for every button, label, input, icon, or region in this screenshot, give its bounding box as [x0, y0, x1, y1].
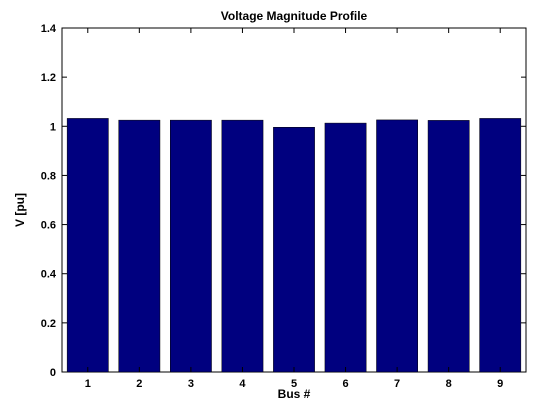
x-tick-label: 5	[291, 378, 297, 390]
x-tick-label: 1	[85, 378, 91, 390]
x-axis-ticks: 1 2 3 4 5 6 7 8 9	[85, 28, 503, 390]
x-tick-label: 2	[136, 378, 142, 390]
y-tick-label: 0.8	[41, 170, 56, 182]
x-tick-label: 3	[188, 378, 194, 390]
bar-bus-6	[324, 122, 367, 373]
y-tick-label: 0.2	[41, 318, 56, 330]
x-tick-label: 6	[342, 378, 348, 390]
y-tick-label: 0.6	[41, 220, 56, 232]
x-tick-label: 4	[239, 378, 246, 390]
bar-bus-5	[273, 127, 315, 373]
bar-bus-9	[479, 118, 522, 373]
x-tick-label: 7	[394, 378, 400, 390]
y-axis-label: V [pu]	[13, 193, 27, 227]
y-tick-label: 1	[50, 121, 56, 133]
x-tick-label: 8	[446, 378, 452, 390]
y-tick-label: 0.4	[41, 269, 57, 281]
x-tick-label: 9	[497, 378, 503, 390]
bar-bus-7	[376, 119, 418, 373]
bar-bus-3	[170, 119, 212, 373]
bars-group	[66, 118, 522, 373]
bar-bus-1	[66, 118, 109, 373]
y-axis-ticks: 0 0.2 0.4 0.6 0.8 1 1.2 1.4	[41, 23, 526, 379]
x-axis-label: Bus #	[278, 387, 311, 401]
bar-bus-2	[118, 119, 161, 373]
bar-bus-4	[221, 119, 264, 373]
y-tick-label: 1.2	[41, 72, 56, 84]
bar-bus-8	[427, 120, 470, 373]
chart-title: Voltage Magnitude Profile	[221, 9, 368, 23]
y-tick-label: 0	[50, 367, 56, 379]
y-tick-label: 1.4	[41, 23, 57, 35]
